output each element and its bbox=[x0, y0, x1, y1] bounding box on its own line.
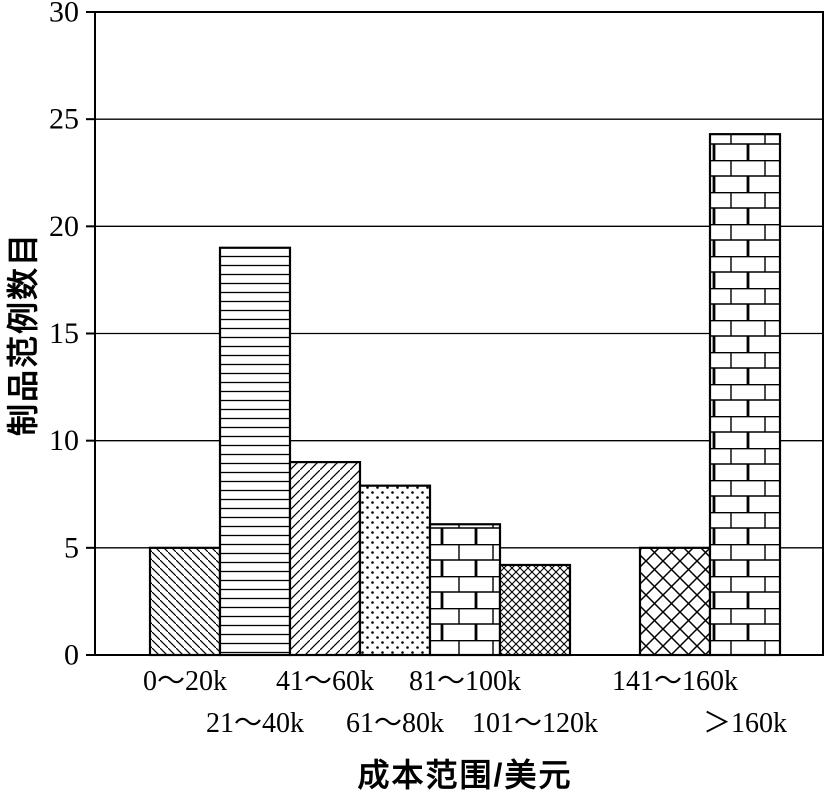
x-category-label: 21～40k bbox=[206, 708, 304, 739]
y-tick-label: 5 bbox=[64, 531, 79, 564]
y-axis-title: 制品范例数目 bbox=[5, 232, 41, 436]
y-tick-label: 15 bbox=[49, 317, 79, 350]
x-category-label: 81～100k bbox=[409, 666, 521, 697]
y-tick-label: 30 bbox=[49, 0, 79, 29]
bar-7 bbox=[638, 546, 712, 657]
y-tick-label: 0 bbox=[64, 639, 79, 672]
bar-8 bbox=[708, 133, 782, 657]
y-tick-label: 25 bbox=[49, 103, 79, 136]
bar-1 bbox=[218, 246, 292, 657]
x-axis-title: 成本范围/美元 bbox=[358, 757, 573, 793]
y-tick-label: 20 bbox=[49, 210, 79, 243]
bar-3 bbox=[358, 484, 432, 657]
chart-plot-area: 0 5 10 15 20 25 30 0～20k 21～40k 41～60k 61～80k 81～10… bbox=[49, 0, 824, 739]
x-category-label: ＞160k bbox=[703, 708, 787, 739]
bar-4 bbox=[428, 523, 502, 657]
x-category-label: 0～20k bbox=[143, 666, 227, 697]
bar-0 bbox=[148, 546, 222, 657]
bar-5 bbox=[498, 563, 572, 657]
y-tick-label: 10 bbox=[49, 424, 79, 457]
bar-2 bbox=[288, 461, 362, 657]
x-category-label: 41～60k bbox=[276, 666, 374, 697]
x-category-label: 101～120k bbox=[472, 708, 598, 739]
x-category-label: 141～160k bbox=[612, 666, 738, 697]
x-category-label: 61～80k bbox=[346, 708, 444, 739]
